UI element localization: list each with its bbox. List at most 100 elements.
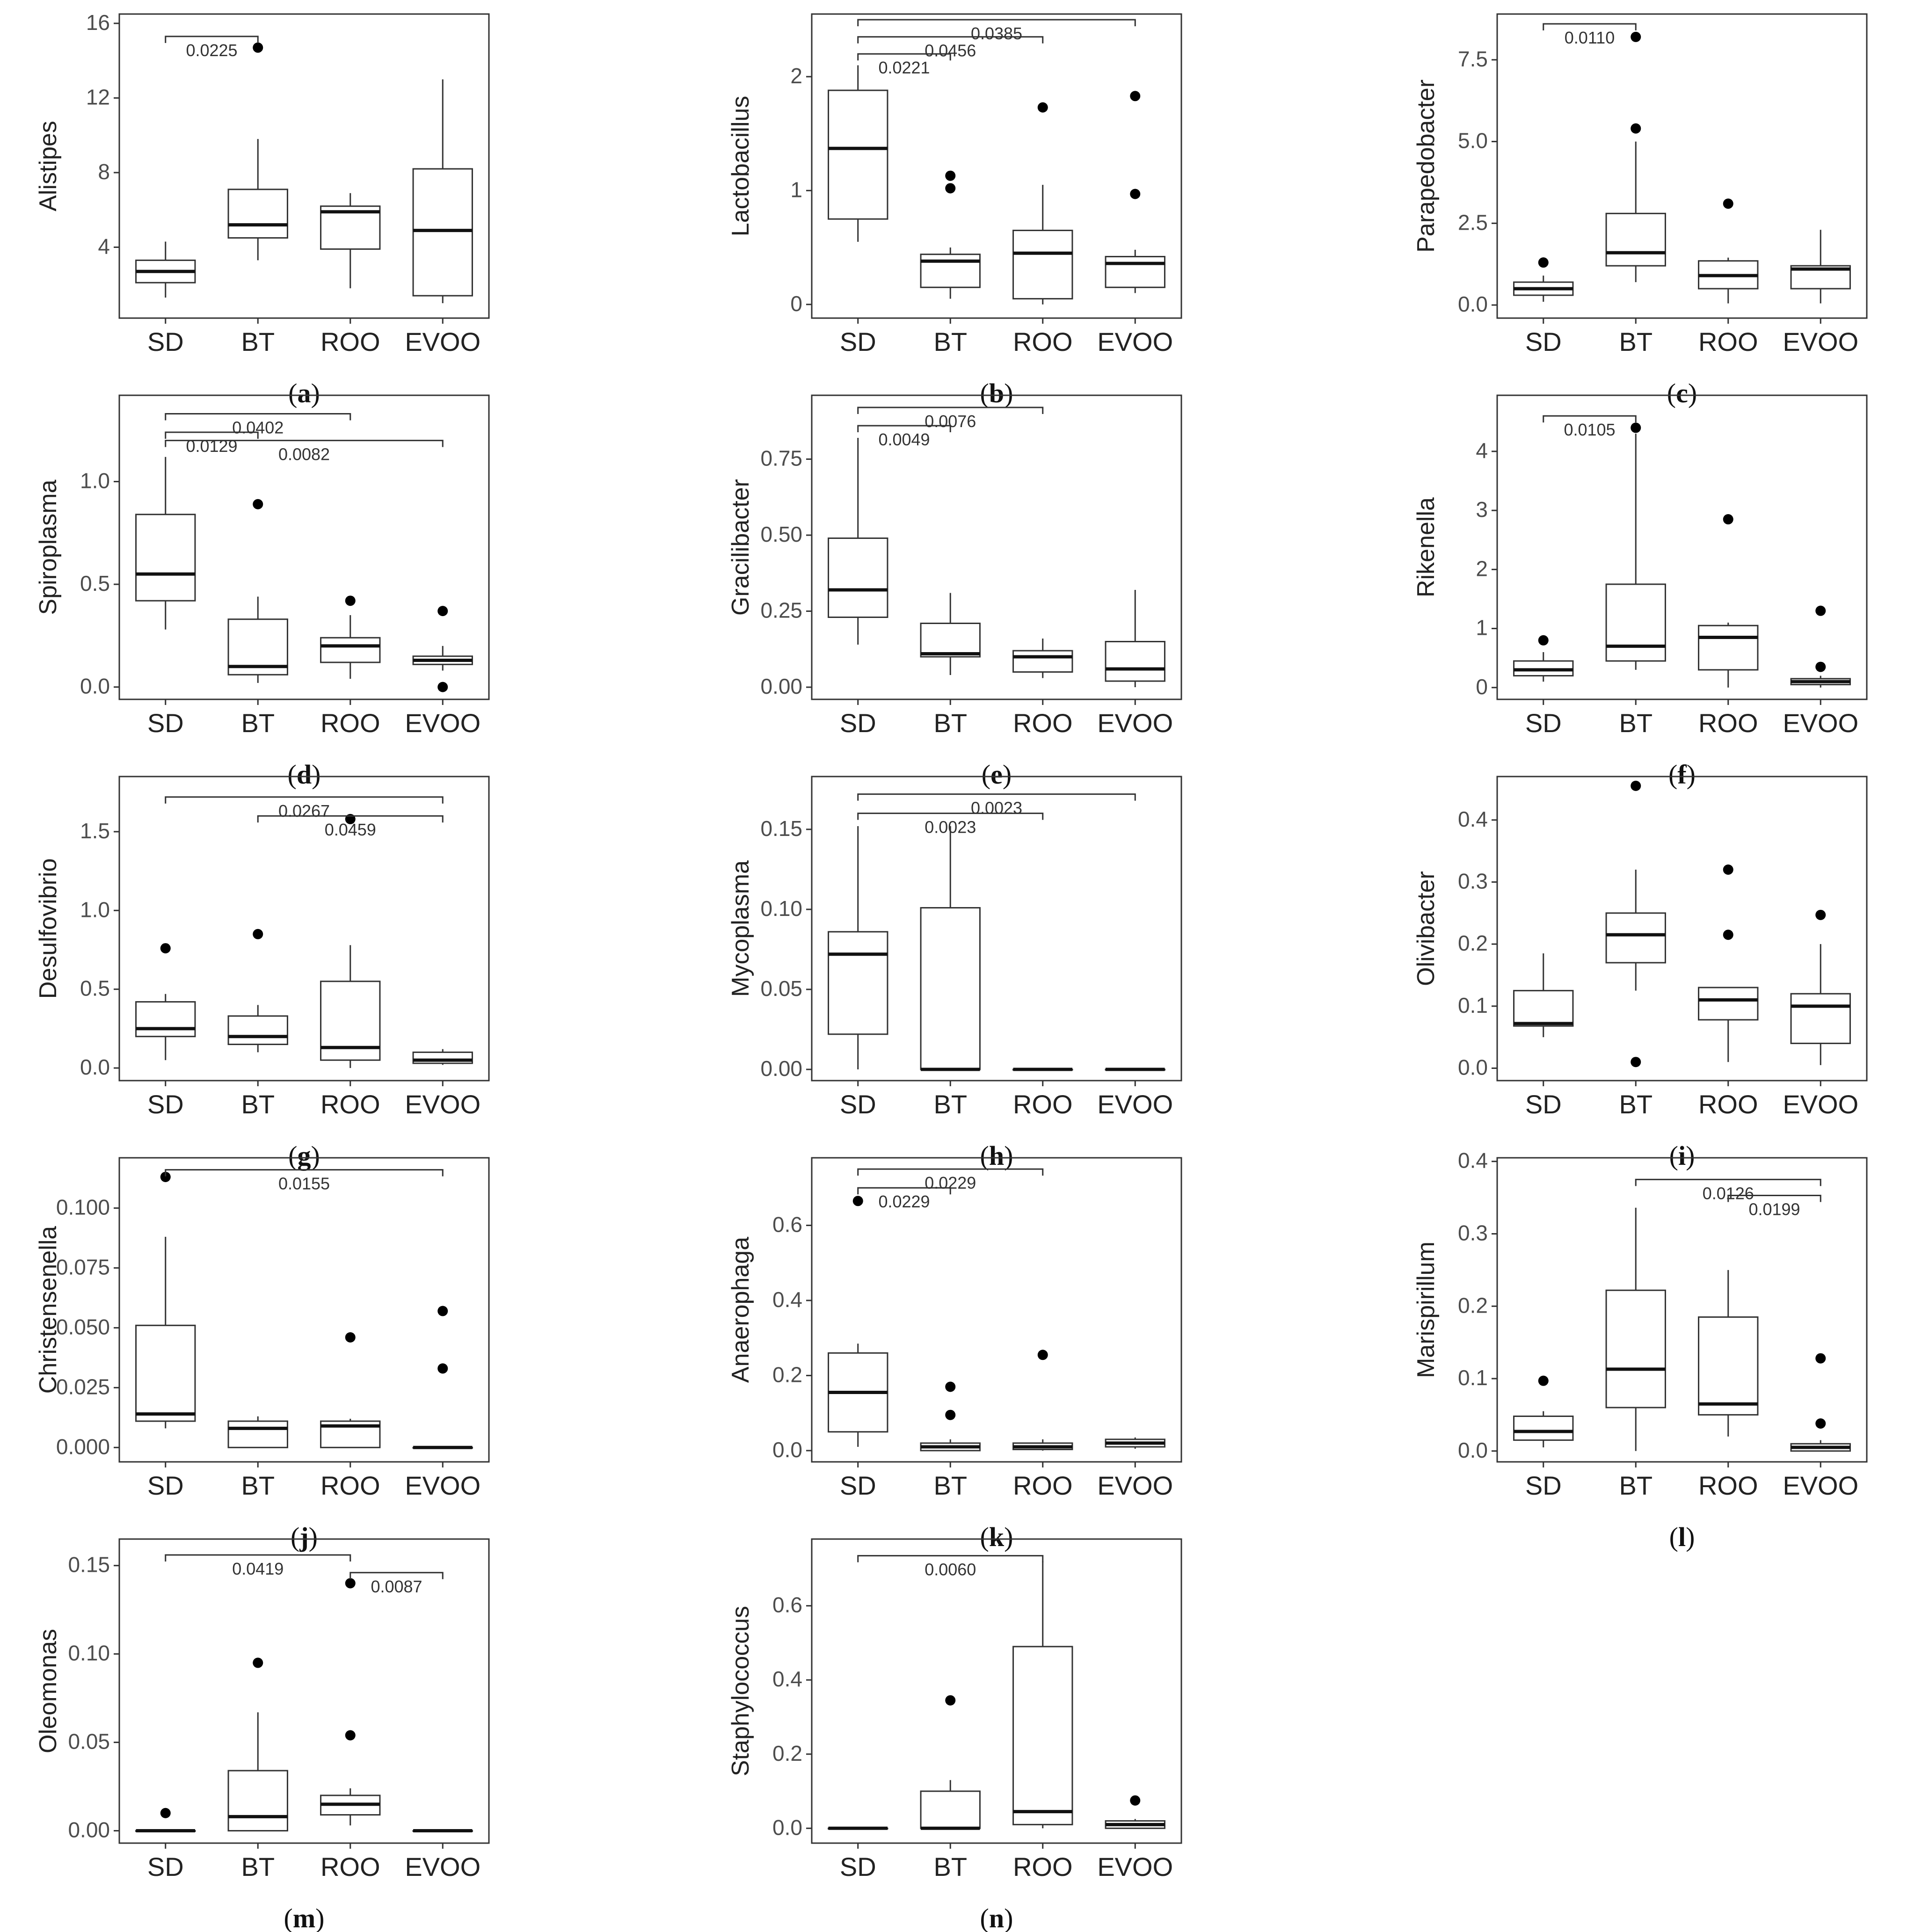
y-tick-label: 0.0	[80, 1055, 110, 1079]
significance-bracket	[165, 431, 259, 439]
y-axis-title: Mycoplasma	[727, 860, 754, 997]
x-tick-label-bt: BT	[241, 1089, 275, 1119]
p-value-label: 0.0060	[925, 1560, 976, 1579]
box-body	[1605, 1289, 1666, 1409]
y-tick-label: 12	[86, 85, 110, 109]
box-roo	[1698, 987, 1759, 1062]
box-body	[1698, 1316, 1759, 1416]
significance-bracket	[857, 19, 1136, 27]
y-tick-label: 0.4	[1458, 807, 1488, 831]
outlier-point	[1631, 780, 1641, 791]
panel-letter: g	[298, 1140, 311, 1171]
panel-letter: e	[990, 759, 1003, 790]
box-sd	[828, 826, 888, 1070]
outlier-point	[1815, 1353, 1826, 1364]
significance-bracket	[257, 815, 444, 823]
outlier-point	[1631, 1057, 1641, 1068]
y-tick-label: 0.0	[80, 674, 110, 698]
box-evoo	[1105, 1819, 1165, 1829]
box-body	[135, 1324, 196, 1422]
box-body	[1605, 212, 1666, 267]
plot-border	[811, 1538, 1182, 1844]
p-value-label: 0.0459	[325, 820, 376, 839]
panel-h: 0.00 0.05 0.10 0.15 SD BT ROO EVOO Mycoplasma 0.0…	[727, 776, 1182, 1171]
plot-border	[1496, 13, 1868, 319]
significance-bracket	[165, 1169, 444, 1177]
outlier-point	[253, 1657, 263, 1668]
x-tick-label-sd: SD	[840, 708, 876, 738]
y-tick-label: 2	[790, 64, 802, 88]
y-tick-label: 0.025	[56, 1374, 110, 1399]
panel-f: 0 1 2 3 4 SD BT ROO EVOO Rikenella 0.0105 (f)	[1412, 394, 1868, 790]
box-sd	[828, 65, 888, 242]
y-axis-title: Lactobacillus	[727, 96, 754, 237]
panel-d: 0.00.51.0SD BT ROO EVOOSpiroplasma0.01290.0…	[35, 394, 490, 790]
x-tick-label-bt: BT	[241, 1471, 275, 1500]
x-tick-label-roo: ROO	[1013, 327, 1073, 356]
box-bt	[920, 593, 981, 675]
box-body	[135, 514, 196, 602]
outlier-point	[945, 183, 956, 194]
panel-letter: n	[989, 1903, 1004, 1932]
x-tick-label-bt: BT	[933, 708, 967, 738]
y-tick-label: 0.4	[772, 1287, 802, 1312]
box-body	[920, 623, 981, 658]
box-roo	[1012, 1439, 1073, 1451]
x-tick-label-evoo: EVOO	[1783, 1089, 1858, 1119]
outlier-point	[945, 1695, 956, 1706]
x-tick-label-bt: BT	[1619, 327, 1653, 356]
significance-bracket	[349, 1572, 444, 1579]
p-value-label: 0.0419	[232, 1559, 284, 1578]
p-value-label: 0.0385	[971, 24, 1022, 43]
y-tick-label: 0.10	[760, 896, 802, 921]
y-axis-title: Rikenella	[1412, 497, 1440, 597]
box-body	[1605, 912, 1666, 964]
y-tick-label: 5.0	[1458, 129, 1488, 153]
y-tick-label: 0.2	[1458, 931, 1488, 955]
box-body	[920, 254, 981, 288]
outlier-point	[160, 1171, 171, 1182]
x-tick-label-evoo: EVOO	[1783, 327, 1858, 356]
x-tick-label-evoo: EVOO	[1097, 1471, 1173, 1500]
y-axis-title: Gracilibacter	[727, 479, 754, 616]
box-body	[828, 537, 888, 618]
outlier-point	[253, 42, 263, 53]
box-bt	[1605, 869, 1666, 991]
x-tick-label-roo: ROO	[1013, 708, 1073, 738]
box-body	[1513, 990, 1574, 1027]
panel-e: 0.00 0.25 0.50 0.75 SD BT ROO EVOO Gracilibacter…	[727, 394, 1182, 790]
significance-bracket	[165, 413, 351, 421]
x-tick-label-evoo: EVOO	[1783, 708, 1858, 738]
box-sd	[135, 457, 196, 630]
box-roo	[1012, 185, 1073, 305]
box-evoo	[412, 646, 473, 671]
panel-letter: m	[293, 1903, 315, 1932]
outlier-point	[1130, 1795, 1141, 1806]
y-axis-title: Parapedobacter	[1412, 80, 1440, 253]
y-axis-title: Olivibacter	[1412, 871, 1440, 986]
p-value-label: 0.0082	[278, 445, 330, 464]
y-tick-label: 16	[86, 10, 110, 35]
y-tick-label: 0.75	[760, 446, 802, 471]
box-body	[920, 1790, 981, 1829]
panel-n: 0.0 0.2 0.4 0.6 SD BT ROO EVOO Staphylococcus 0.0…	[727, 1538, 1182, 1932]
x-tick-label-roo: ROO	[1013, 1089, 1073, 1119]
y-tick-label: 0.3	[1458, 1221, 1488, 1245]
significance-bracket	[857, 813, 1044, 820]
box-bt	[920, 247, 981, 299]
box-roo	[1012, 1561, 1073, 1829]
box-roo	[1698, 1270, 1759, 1437]
significance-bracket	[857, 1187, 951, 1195]
x-tick-label-evoo: EVOO	[405, 1089, 480, 1119]
panel-caption: (j)	[291, 1522, 318, 1552]
significance-bracket	[857, 53, 951, 61]
box-roo	[320, 945, 381, 1068]
plot-border	[1496, 394, 1868, 700]
box-body	[412, 168, 473, 297]
y-tick-label: 0.0	[1458, 1055, 1488, 1079]
y-tick-label: 0.2	[1458, 1293, 1488, 1317]
outlier-point	[345, 1332, 356, 1343]
box-evoo	[1105, 590, 1165, 687]
x-tick-label-evoo: EVOO	[1097, 1852, 1173, 1881]
